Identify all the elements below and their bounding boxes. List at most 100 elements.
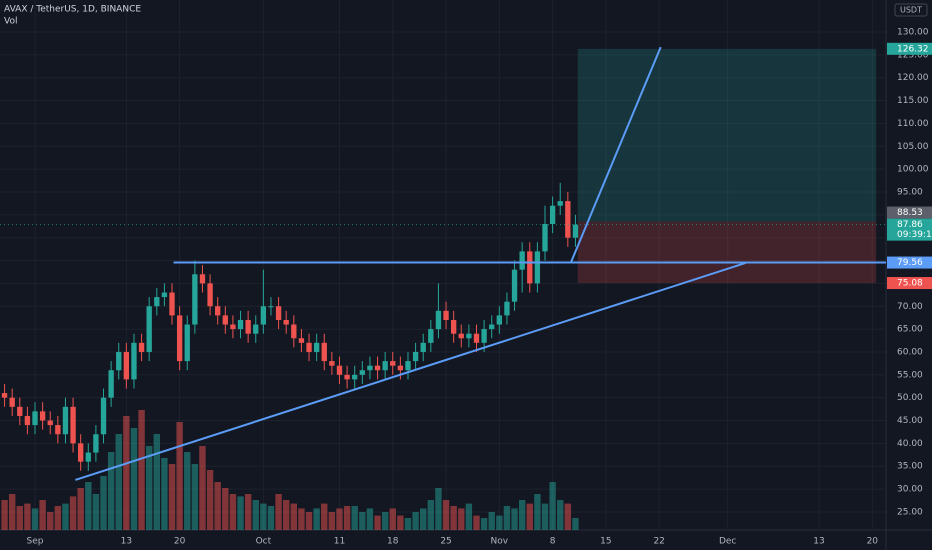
volume-bar bbox=[381, 512, 389, 530]
candle-body bbox=[39, 411, 46, 421]
volume-bar bbox=[62, 503, 69, 530]
y-tick-label: 40.00 bbox=[897, 439, 923, 449]
currency-label: USDT bbox=[900, 6, 922, 15]
volume-bar bbox=[16, 506, 23, 530]
y-tick-label: 115.00 bbox=[897, 96, 929, 106]
candle-body bbox=[313, 342, 320, 352]
candle-body bbox=[412, 351, 419, 362]
volume-bar bbox=[313, 508, 320, 530]
volume-bar bbox=[161, 458, 168, 530]
candle-body bbox=[17, 406, 23, 416]
candle-body bbox=[85, 452, 91, 462]
volume-bar bbox=[199, 446, 206, 530]
volume-bar bbox=[351, 506, 358, 530]
price-label-box bbox=[887, 206, 932, 219]
volume-bar bbox=[435, 488, 442, 530]
y-tick-label: 55.00 bbox=[897, 370, 923, 380]
volume-bar bbox=[549, 482, 556, 530]
chart-title: AVAX / TetherUS, 1D, BINANCE bbox=[4, 5, 141, 15]
y-tick-label: 65.00 bbox=[897, 325, 923, 335]
candle-body bbox=[100, 397, 107, 435]
volume-bar bbox=[465, 503, 473, 530]
volume-label: Vol bbox=[4, 17, 17, 27]
volume-bar bbox=[184, 452, 191, 530]
candle-body bbox=[123, 351, 130, 380]
candle-body bbox=[245, 319, 251, 334]
candle-body bbox=[161, 292, 168, 298]
candle-body bbox=[428, 329, 434, 343]
volume-bar bbox=[526, 503, 533, 530]
volume-bar bbox=[283, 500, 290, 530]
candle-body bbox=[352, 374, 358, 380]
candle-body bbox=[336, 365, 343, 375]
x-tick-label: 18 bbox=[387, 537, 399, 547]
candle-body bbox=[108, 370, 114, 398]
volume-bar bbox=[31, 508, 39, 530]
countdown: 09:39:12 bbox=[897, 230, 932, 240]
volume-bar bbox=[503, 506, 511, 530]
candle-body bbox=[489, 324, 495, 330]
candle-body bbox=[496, 315, 502, 325]
candle-body bbox=[154, 297, 160, 307]
candle-body bbox=[192, 274, 198, 325]
candle-body bbox=[78, 443, 84, 462]
candle-body bbox=[527, 251, 533, 284]
candle-body bbox=[55, 425, 61, 435]
candle-body bbox=[359, 370, 365, 375]
price-label: 79.56 bbox=[897, 258, 923, 268]
x-tick-label: 20 bbox=[867, 537, 879, 547]
volume-bar bbox=[298, 508, 305, 530]
candle-body bbox=[291, 324, 297, 339]
candle-body bbox=[481, 329, 487, 343]
last-price-box bbox=[887, 218, 932, 241]
y-tick-label: 105.00 bbox=[897, 142, 929, 152]
volume-bar bbox=[290, 503, 298, 530]
price-label: 75.08 bbox=[897, 279, 923, 289]
x-tick-label: 13 bbox=[813, 537, 824, 547]
volume-bar bbox=[412, 512, 419, 530]
candle-body bbox=[260, 306, 267, 325]
candle-body bbox=[450, 319, 457, 334]
volume-bar bbox=[427, 500, 435, 530]
y-tick-label: 60.00 bbox=[897, 347, 923, 357]
candle-body bbox=[458, 333, 464, 339]
price-label: 126.32 bbox=[897, 44, 929, 54]
volume-bar bbox=[305, 512, 313, 530]
volume-bar bbox=[214, 482, 221, 530]
candle-body bbox=[268, 306, 274, 308]
y-tick-label: 130.00 bbox=[897, 27, 929, 37]
volume-bar bbox=[366, 508, 374, 530]
volume-bar bbox=[24, 503, 31, 530]
candle-body bbox=[138, 342, 145, 352]
candle-body bbox=[329, 361, 335, 366]
y-tick-label: 100.00 bbox=[897, 165, 929, 175]
volume-bar bbox=[420, 508, 427, 530]
candle-body bbox=[169, 292, 175, 316]
x-tick-label: 20 bbox=[174, 537, 186, 547]
last-price-label: 87.86 bbox=[897, 220, 923, 230]
price-label-box bbox=[887, 277, 932, 290]
volume-bar bbox=[138, 410, 145, 530]
y-tick-label: 125.00 bbox=[897, 50, 929, 60]
volume-bar bbox=[343, 506, 351, 530]
candle-body bbox=[70, 406, 76, 444]
volume-bar bbox=[39, 500, 46, 530]
volume-bar bbox=[222, 488, 229, 530]
candle-body bbox=[367, 365, 373, 371]
candle-body bbox=[466, 333, 472, 339]
candle-body bbox=[9, 397, 15, 407]
volume-bar bbox=[541, 503, 549, 530]
y-tick-label: 70.00 bbox=[897, 302, 923, 312]
volume-bar bbox=[397, 515, 404, 530]
y-tick-label: 95.00 bbox=[897, 187, 923, 197]
candle-body bbox=[534, 251, 541, 284]
volume-bar bbox=[511, 508, 518, 530]
volume-bar bbox=[191, 464, 199, 530]
volume-bar bbox=[123, 416, 130, 530]
candle-body bbox=[47, 420, 53, 426]
candle-body bbox=[542, 223, 548, 252]
volume-bar bbox=[8, 494, 16, 530]
volume-bar bbox=[572, 518, 579, 530]
candle-body bbox=[184, 324, 190, 362]
